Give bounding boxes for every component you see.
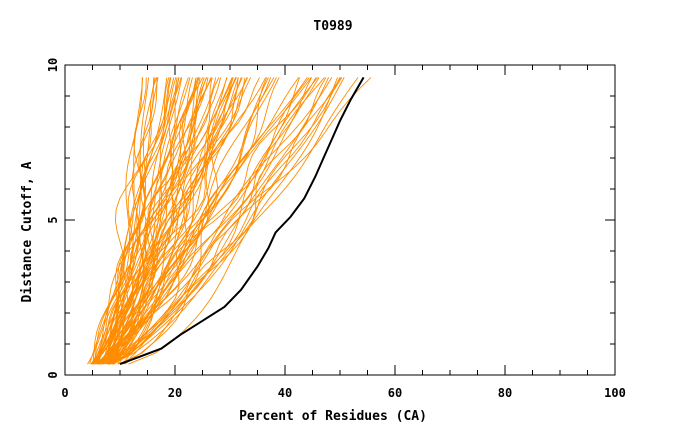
model-curve [118, 77, 318, 365]
model-curve [90, 77, 209, 365]
y-axis: 0 5 10 [46, 58, 615, 379]
model-curve [94, 77, 234, 365]
model-curve [97, 77, 199, 365]
model-curve [105, 77, 267, 365]
model-curve [94, 77, 233, 365]
model-curve [113, 77, 150, 365]
x-tick-label: 80 [498, 386, 512, 400]
model-curve [97, 77, 312, 365]
model-curve [95, 77, 308, 365]
model-curve [98, 77, 310, 365]
model-curve [101, 77, 252, 365]
model-curve [111, 77, 242, 365]
x-axis-label: Percent of Residues (CA) [239, 409, 427, 424]
x-tick-label: 0 [61, 386, 68, 400]
x-tick-label: 40 [278, 386, 292, 400]
model-curve [103, 77, 260, 365]
model-curve [123, 77, 343, 365]
highlighted-model-curve [119, 76, 365, 366]
model-curve [96, 77, 372, 365]
x-axis: 0 20 40 60 80 100 [61, 65, 626, 400]
x-tick-label: 60 [388, 386, 402, 400]
model-curve [122, 77, 325, 365]
model-curve [92, 77, 212, 365]
model-curve [107, 77, 320, 365]
model-curve [93, 77, 249, 365]
y-tick-label: 5 [46, 216, 60, 223]
model-curve [99, 77, 333, 365]
model-curve [96, 77, 171, 365]
model-curve [128, 77, 338, 365]
model-curve [95, 77, 238, 365]
x-tick-label: 100 [604, 386, 626, 400]
model-curve [102, 77, 341, 365]
model-curve [104, 77, 156, 365]
model-curve [102, 77, 199, 365]
model-curve [92, 77, 157, 365]
model-curve [112, 77, 300, 365]
series-layer [87, 76, 372, 366]
model-curve [90, 77, 193, 365]
x-tick-label: 20 [168, 386, 182, 400]
model-curve [97, 77, 313, 365]
y-axis-label: Distance Cutoff, A [20, 161, 35, 302]
model-curve [112, 77, 359, 365]
y-tick-label: 0 [46, 371, 60, 378]
model-curve [94, 77, 213, 365]
y-tick-label: 10 [46, 58, 60, 72]
model-curve [107, 77, 345, 365]
chart-title: T0989 [313, 19, 352, 34]
model-curve [93, 77, 172, 365]
